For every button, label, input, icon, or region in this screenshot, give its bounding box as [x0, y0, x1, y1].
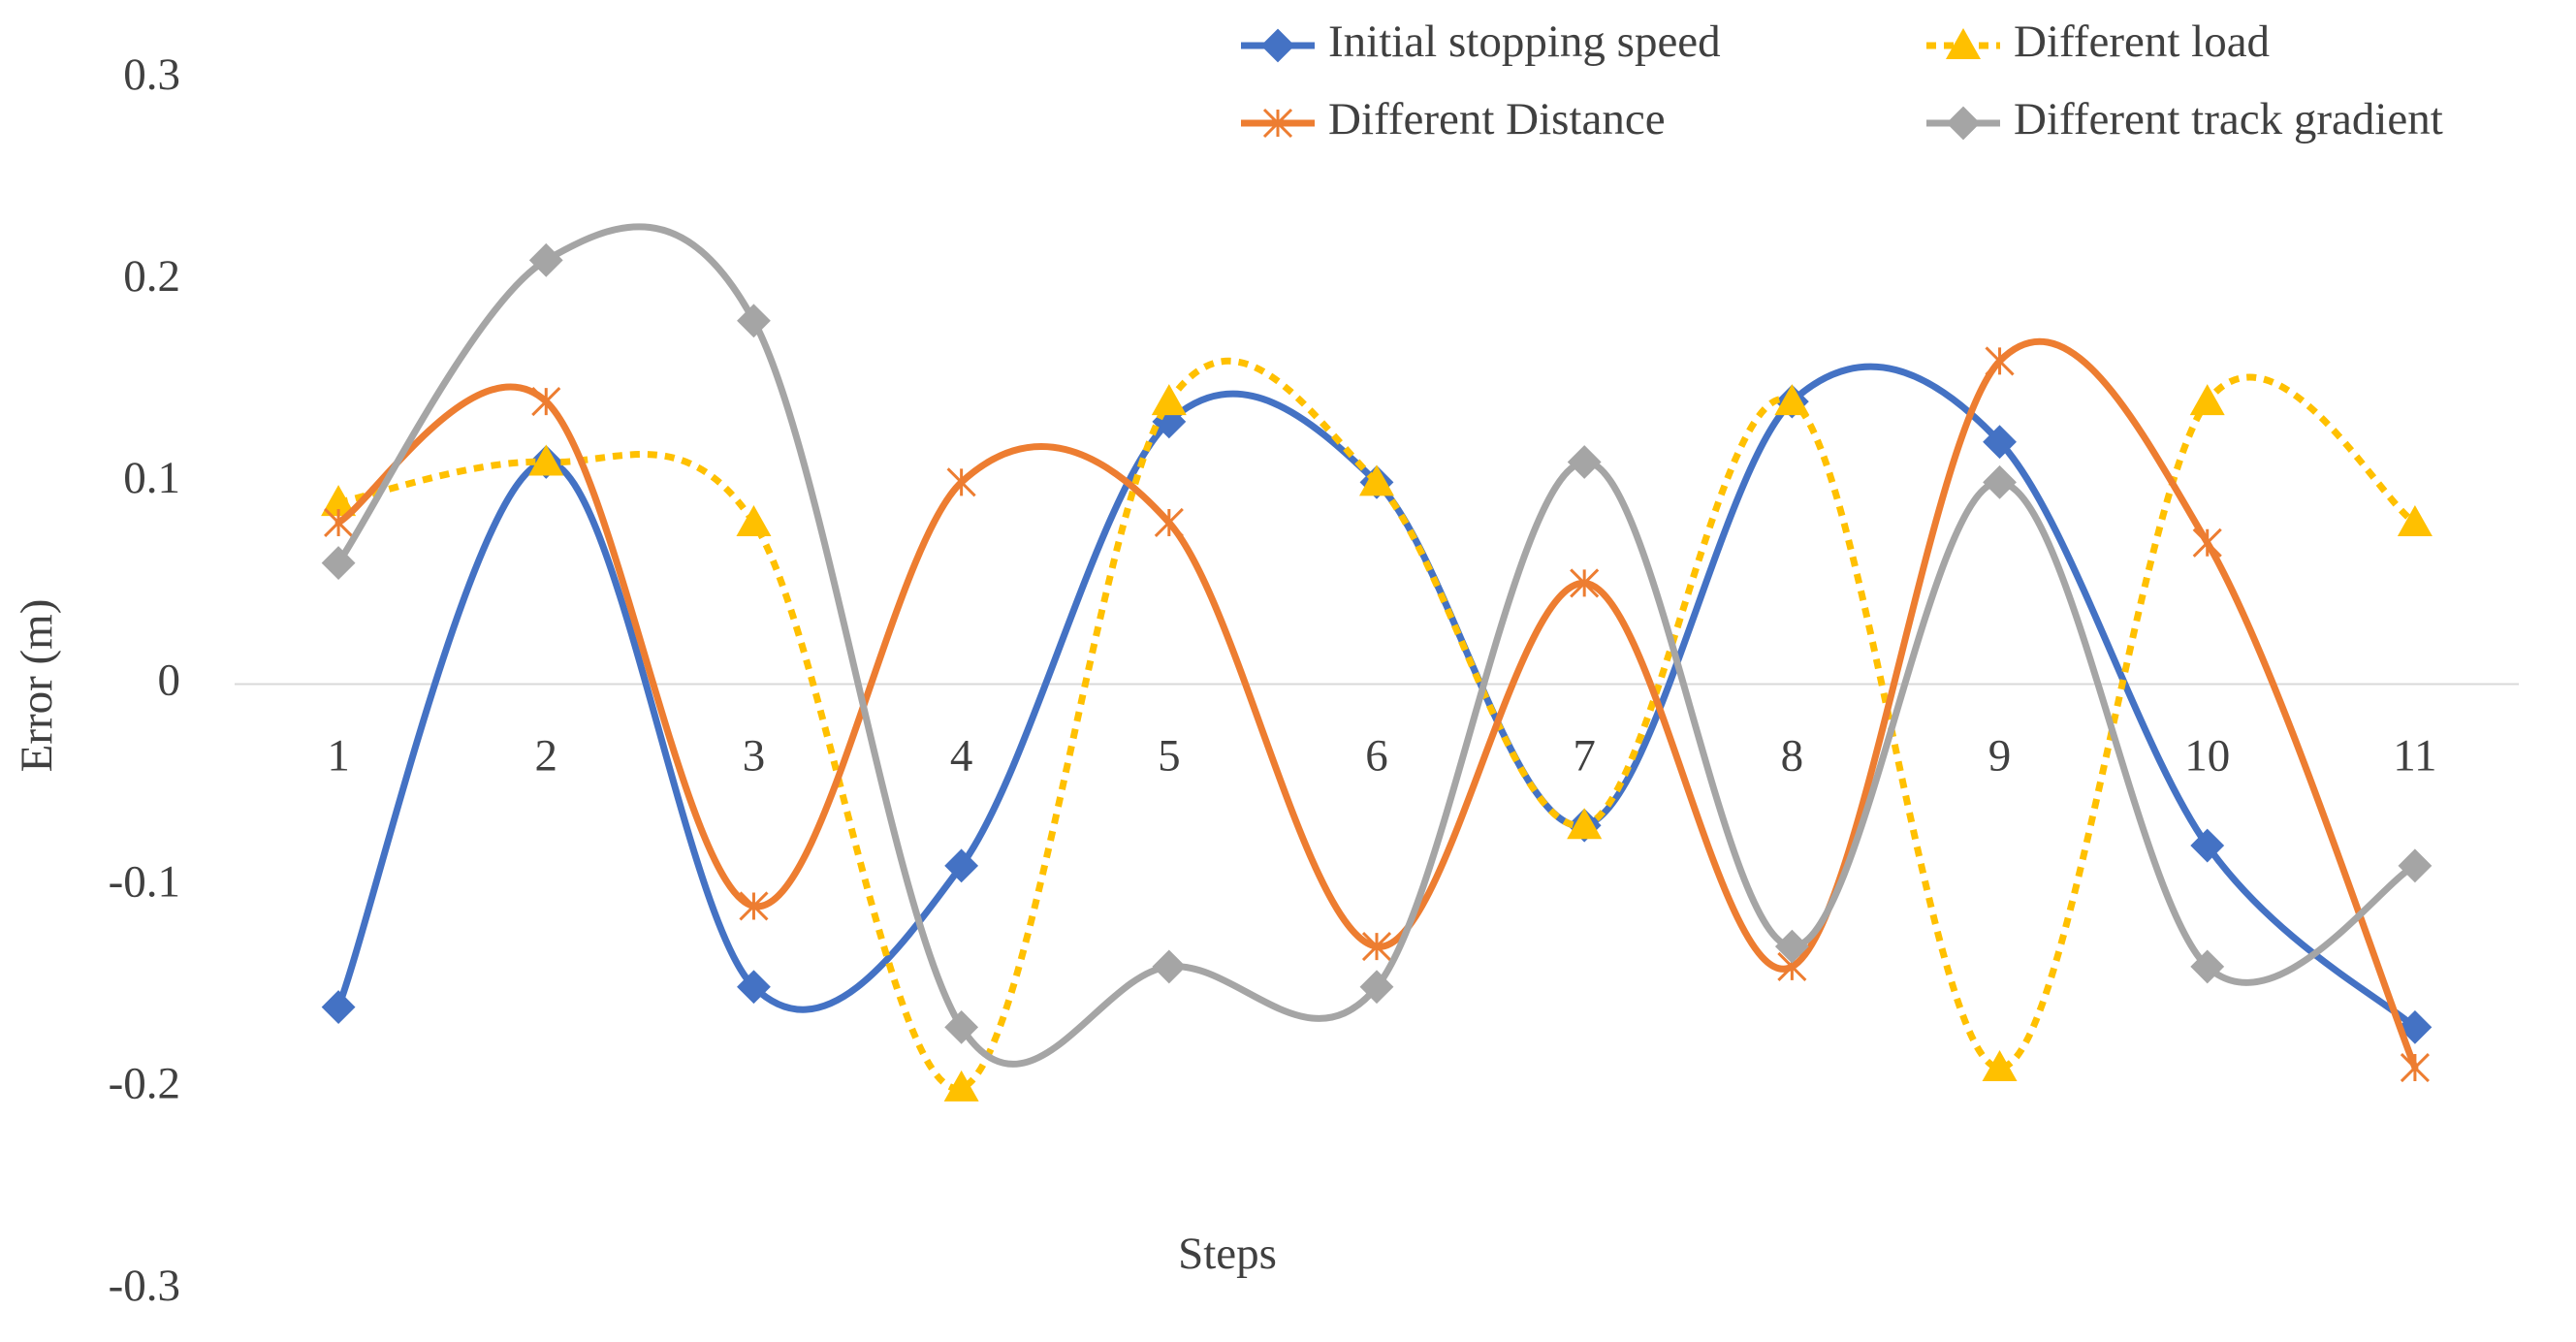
marker [1359, 464, 1394, 496]
marker [739, 891, 769, 921]
marker [1570, 568, 1600, 598]
y-tick-label: -0.1 [109, 856, 180, 907]
marker [736, 504, 772, 536]
marker [2192, 527, 2222, 558]
x-tick-label: 6 [1365, 730, 1388, 781]
marker [944, 1009, 979, 1044]
marker [321, 546, 356, 581]
legend-label: Different Distance [1328, 94, 1666, 144]
marker [946, 467, 976, 497]
marker [1983, 464, 2017, 499]
marker [737, 304, 771, 338]
marker [2400, 1052, 2430, 1083]
y-tick-label: 0.1 [123, 453, 180, 503]
marker [1946, 106, 1981, 141]
marker [2397, 504, 2433, 536]
y-tick-label: 0.2 [123, 251, 180, 302]
marker [528, 242, 563, 277]
marker [2190, 949, 2225, 984]
marker [1983, 425, 2017, 460]
marker [1154, 507, 1184, 538]
marker [528, 444, 564, 476]
series [324, 337, 2430, 1083]
y-axis-title: Error (m) [12, 599, 62, 773]
marker [321, 990, 356, 1024]
marker [1982, 1050, 2018, 1082]
x-tick-label: 2 [535, 730, 558, 781]
marker [531, 387, 561, 417]
y-tick-label: 0 [158, 655, 181, 705]
series [321, 357, 2433, 1102]
marker [1151, 384, 1187, 416]
x-tick-label: 4 [950, 730, 973, 781]
series-line [334, 337, 2419, 1071]
legend-label: Different track gradient [2014, 94, 2443, 144]
x-axis-title: Steps [1178, 1229, 1277, 1279]
marker [2398, 1009, 2433, 1044]
marker [944, 848, 979, 883]
marker [2189, 384, 2225, 416]
marker [1260, 28, 1295, 63]
marker [1567, 445, 1602, 479]
x-tick-label: 11 [2393, 730, 2436, 781]
legend-label: Different load [2014, 16, 2270, 67]
marker [1359, 970, 1394, 1005]
marker [1567, 808, 1603, 840]
y-tick-label: -0.3 [109, 1261, 180, 1311]
x-tick-label: 8 [1781, 730, 1804, 781]
marker [1985, 346, 2015, 376]
marker [1361, 932, 1392, 962]
x-tick-label: 1 [327, 730, 350, 781]
marker [324, 507, 354, 538]
marker [1946, 28, 1981, 59]
x-tick-label: 10 [2184, 730, 2230, 781]
marker [1152, 949, 1187, 984]
marker [2190, 828, 2225, 863]
series [321, 223, 2433, 1068]
marker [321, 485, 357, 517]
x-tick-label: 9 [1988, 730, 2012, 781]
x-tick-label: 7 [1573, 730, 1596, 781]
series-line [334, 363, 2419, 1031]
marker [1774, 384, 1810, 416]
x-tick-label: 5 [1158, 730, 1181, 781]
marker [1262, 108, 1293, 139]
marker [2398, 848, 2433, 883]
legend-label: Initial stopping speed [1328, 16, 1721, 67]
y-tick-label: -0.2 [109, 1059, 180, 1109]
marker [737, 970, 771, 1005]
marker [1774, 929, 1809, 964]
marker [943, 1070, 979, 1102]
y-tick-label: 0.3 [123, 49, 180, 100]
x-tick-label: 3 [743, 730, 766, 781]
